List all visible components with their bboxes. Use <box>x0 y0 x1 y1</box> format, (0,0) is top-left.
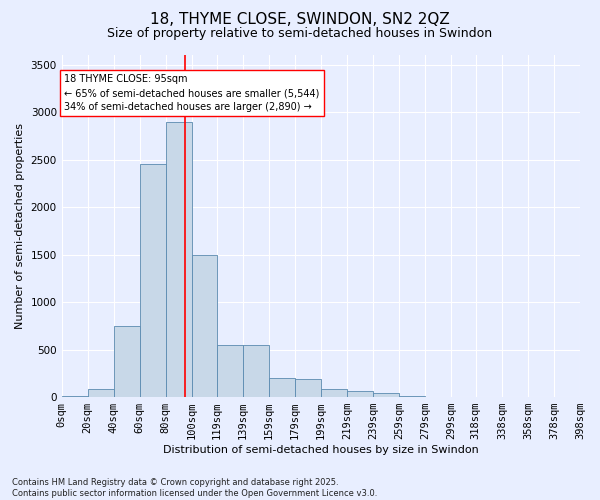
Text: 18, THYME CLOSE, SWINDON, SN2 2QZ: 18, THYME CLOSE, SWINDON, SN2 2QZ <box>150 12 450 28</box>
Bar <box>62 396 88 397</box>
Bar <box>88 390 114 397</box>
Bar <box>242 345 269 397</box>
Bar <box>114 326 140 397</box>
Bar <box>269 378 295 397</box>
Text: Contains HM Land Registry data © Crown copyright and database right 2025.
Contai: Contains HM Land Registry data © Crown c… <box>12 478 377 498</box>
Bar <box>140 164 166 397</box>
Bar <box>295 379 321 397</box>
Text: 18 THYME CLOSE: 95sqm
← 65% of semi-detached houses are smaller (5,544)
34% of s: 18 THYME CLOSE: 95sqm ← 65% of semi-deta… <box>64 74 320 112</box>
Bar <box>321 390 347 397</box>
Bar <box>192 254 217 397</box>
Text: Size of property relative to semi-detached houses in Swindon: Size of property relative to semi-detach… <box>107 28 493 40</box>
Bar <box>399 396 425 397</box>
X-axis label: Distribution of semi-detached houses by size in Swindon: Distribution of semi-detached houses by … <box>163 445 479 455</box>
Bar <box>347 392 373 397</box>
Bar <box>217 345 242 397</box>
Bar <box>373 394 399 397</box>
Y-axis label: Number of semi-detached properties: Number of semi-detached properties <box>15 123 25 329</box>
Bar <box>166 122 192 397</box>
